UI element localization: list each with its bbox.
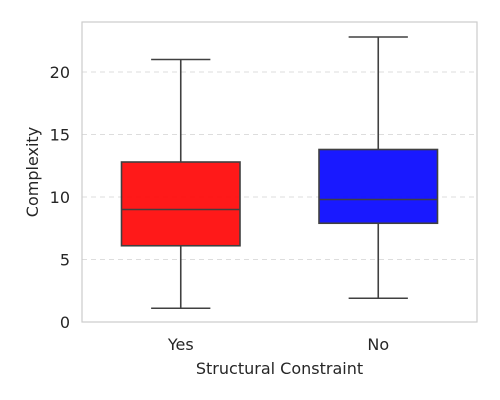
y-tick-label-15: 15 [50,126,70,145]
y-tick-label-10: 10 [50,188,70,207]
x-axis-label: Structural Constraint [196,359,363,378]
y-tick-label-20: 20 [50,63,70,82]
plot-frame [81,21,478,323]
y-tick-label-0: 0 [60,313,70,332]
y-axis-label: Complexity [23,127,42,217]
y-tick-labels: 0 5 10 15 20 [50,63,70,332]
x-tick-labels: Yes No [167,335,389,354]
iqr-box [120,161,241,247]
y-tick-label-5: 5 [60,251,70,270]
iqr-box [318,148,439,225]
x-tick-label-no: No [367,335,389,354]
x-tick-label-yes: Yes [167,335,194,354]
box-layer [120,36,439,310]
box-group-yes [120,58,241,310]
box-group-no [318,36,439,300]
